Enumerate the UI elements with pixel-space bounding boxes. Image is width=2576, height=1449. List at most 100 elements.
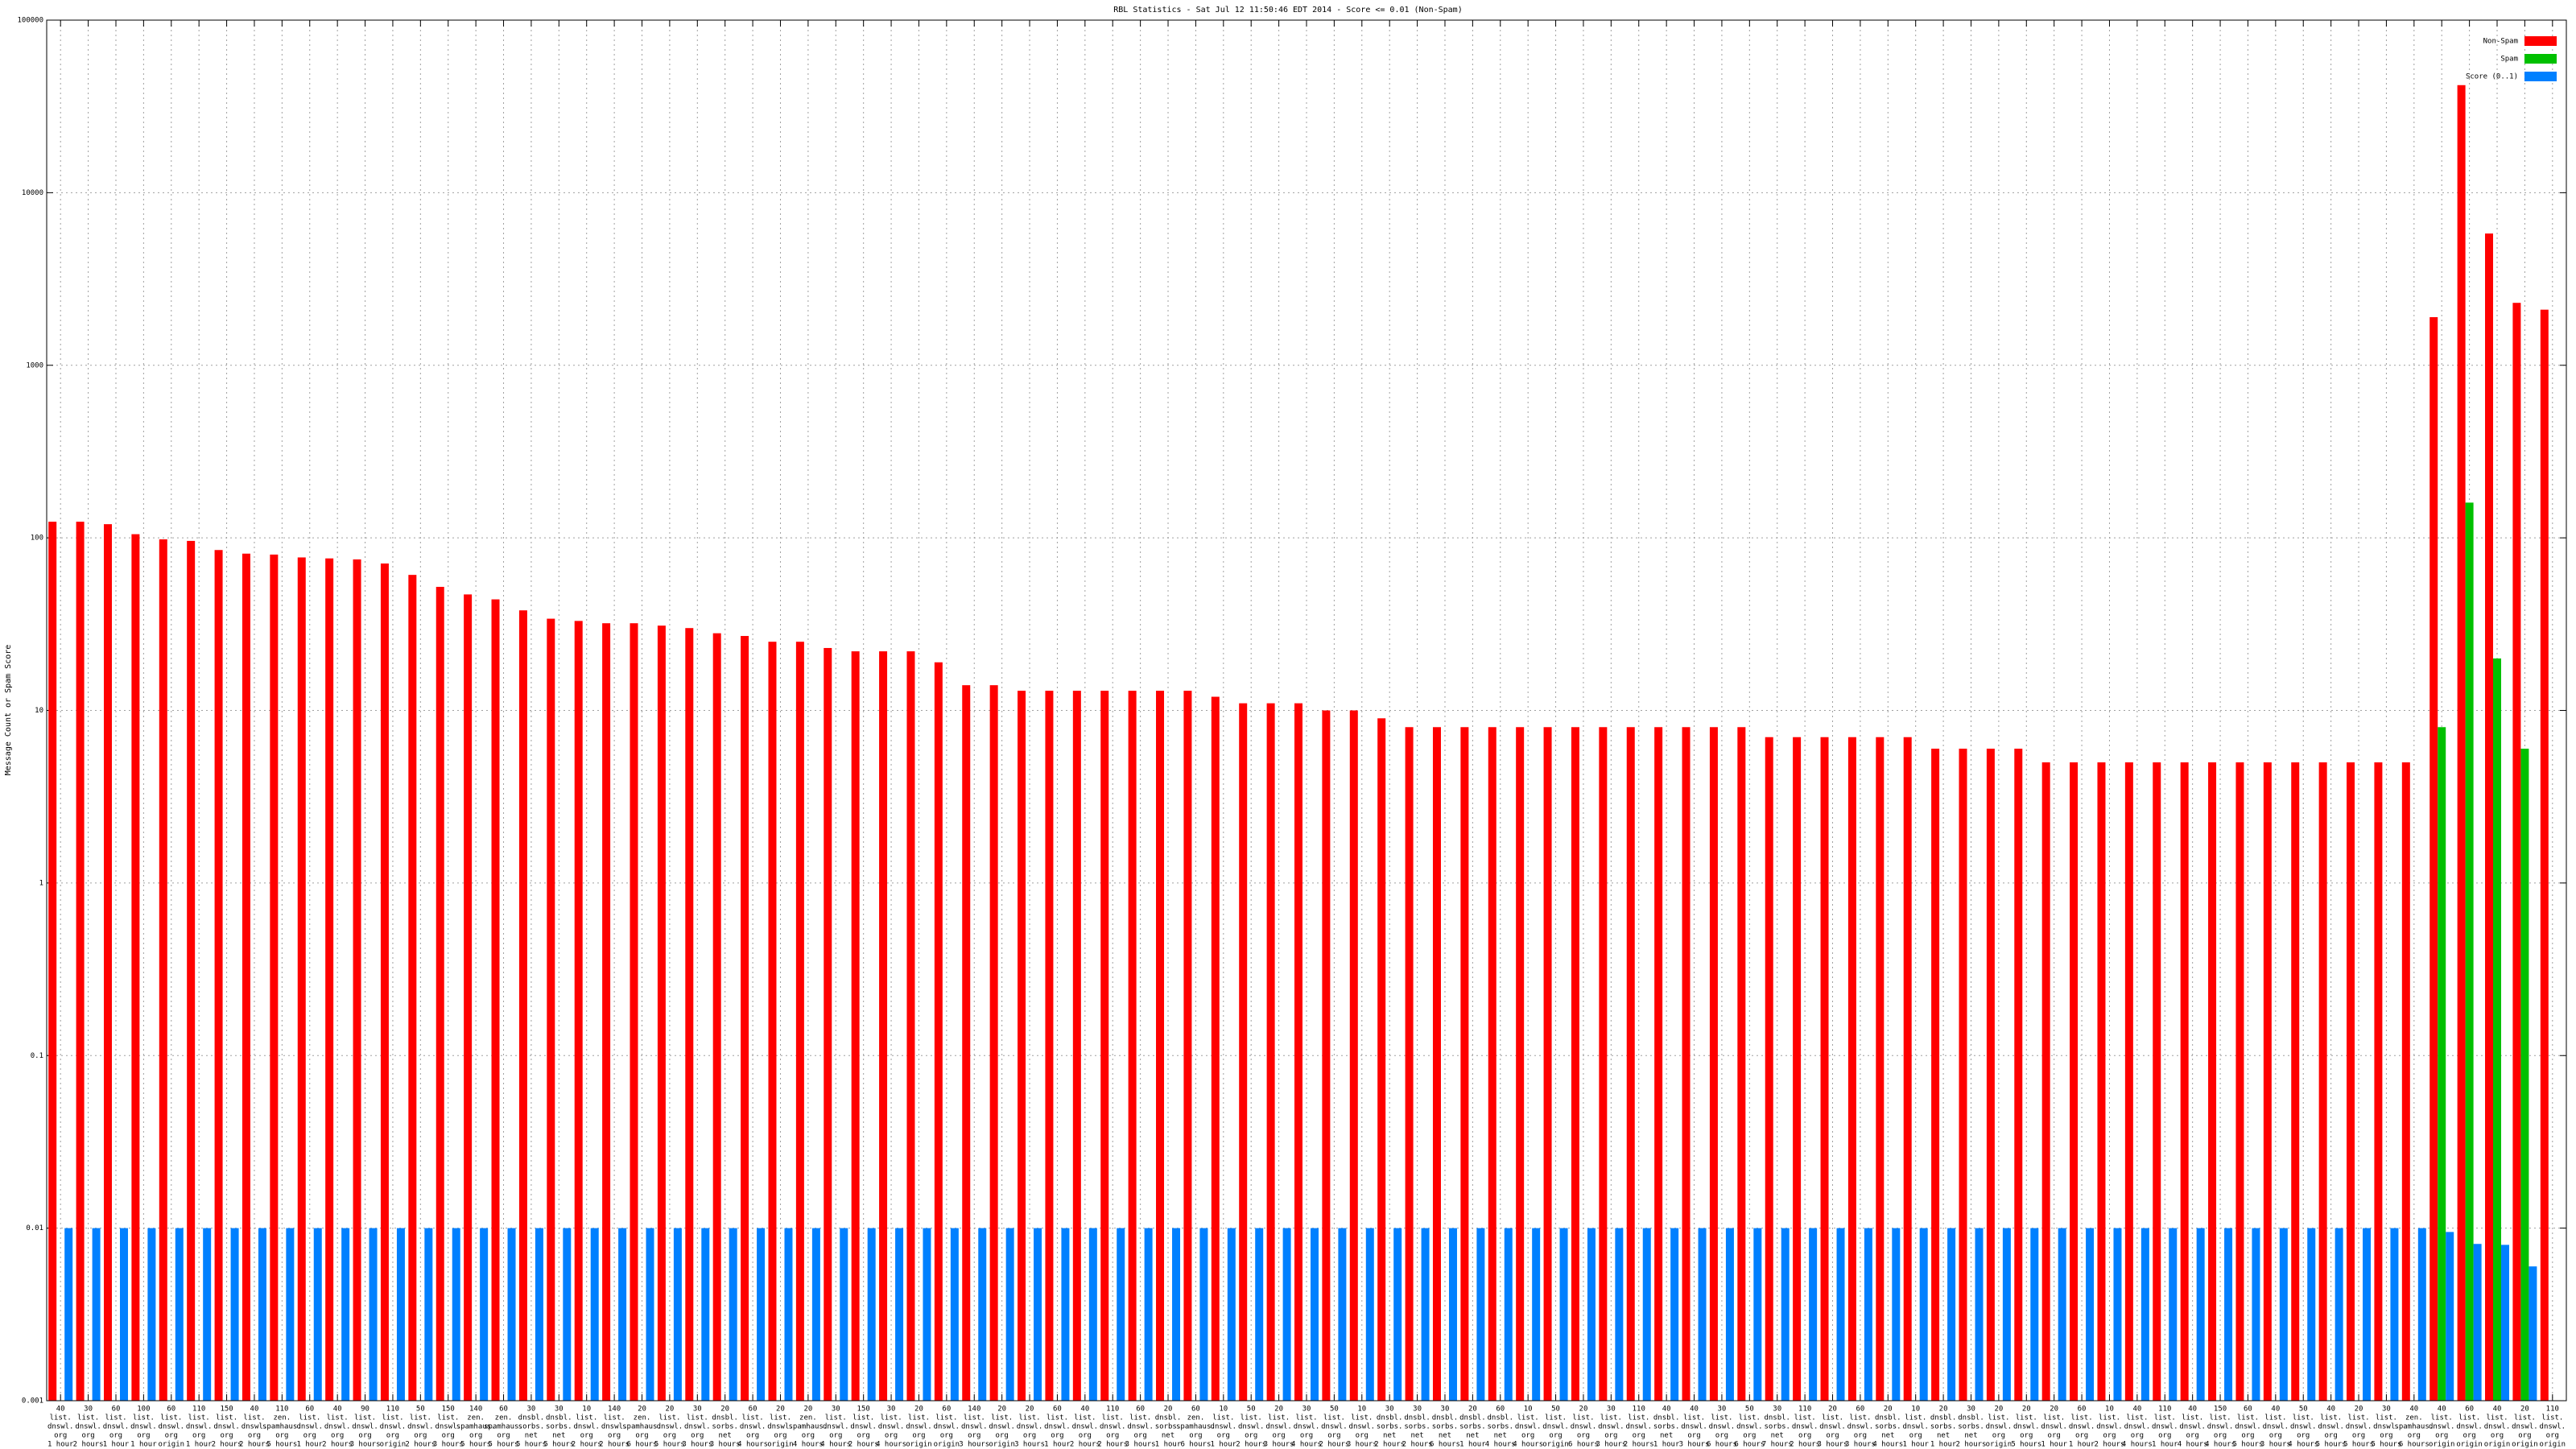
bar (867, 1228, 876, 1401)
x-tick-label: org (1106, 1432, 1119, 1440)
bar (1516, 727, 1525, 1401)
bar (507, 1228, 516, 1401)
x-tick-label: spamhaus. (2394, 1423, 2434, 1431)
bar (574, 621, 583, 1401)
x-tick-label: list. (1129, 1414, 1151, 1422)
x-tick-label: org (2214, 1432, 2227, 1440)
x-tick-label: 2 hours (572, 1441, 602, 1449)
x-tick-label: list. (1517, 1414, 1539, 1422)
x-tick-label: net (1410, 1432, 1423, 1440)
x-tick-label: 6 hours (627, 1441, 658, 1449)
x-tick-label: sorbs. (1764, 1423, 1790, 1431)
bar (2058, 1228, 2066, 1401)
x-tick-label: dnswl. (1515, 1423, 1542, 1431)
legend-swatch (2524, 36, 2557, 46)
x-tick-label: org (2546, 1432, 2559, 1440)
bar (2473, 1244, 2482, 1401)
x-tick-label: 50 (2299, 1406, 2308, 1414)
bar (2113, 1228, 2122, 1401)
x-tick-label: list. (2016, 1414, 2037, 1422)
x-tick-label: 30 (1967, 1406, 1975, 1414)
bar (2097, 762, 2106, 1401)
x-tick-label: 20 (2520, 1406, 2529, 1414)
x-tick-label: org (1992, 1432, 2005, 1440)
bar (369, 1228, 378, 1401)
x-tick-label: list. (382, 1414, 403, 1422)
bar (741, 636, 749, 1401)
x-tick-label: 2 hours (1624, 1441, 1654, 1449)
x-tick-label: 30 (84, 1406, 93, 1414)
x-tick-label: 4 hours (1485, 1441, 1516, 1449)
x-tick-label: 20 (997, 1406, 1006, 1414)
x-tick-label: net (1439, 1432, 1451, 1440)
bar (1322, 710, 1331, 1401)
x-tick-label: 30 (2382, 1406, 2391, 1414)
x-tick-label: spamhaus. (484, 1423, 523, 1431)
bar (1377, 718, 1386, 1401)
x-tick-label: 60 (2465, 1406, 2474, 1414)
x-tick-label: 5 hours (460, 1441, 491, 1449)
bar (2485, 233, 2494, 1402)
x-tick-label: zen. (2405, 1414, 2423, 1422)
bar (712, 633, 721, 1401)
bar (175, 1228, 184, 1401)
x-tick-label: dnswl. (2484, 1423, 2511, 1431)
x-tick-label: 40 (333, 1406, 342, 1414)
x-tick-label: origin (906, 1441, 932, 1449)
x-tick-label: list. (1628, 1414, 1649, 1422)
x-tick-label: 10 (1911, 1406, 1920, 1414)
bar (2030, 1228, 2039, 1401)
x-tick-label: 30 (1385, 1406, 1394, 1414)
bar (851, 651, 860, 1401)
x-tick-label: list. (991, 1414, 1013, 1422)
x-tick-label: 20 (1274, 1406, 1283, 1414)
bar (618, 1228, 627, 1401)
bar (1183, 691, 1192, 1401)
bar (203, 1228, 212, 1401)
x-tick-label: org (940, 1432, 953, 1440)
x-tick-label: origin (1986, 1441, 2013, 1449)
x-tick-label: 20 (1164, 1406, 1173, 1414)
bar (1405, 727, 1414, 1401)
bar (286, 1228, 295, 1401)
x-tick-label: dnsbl. (1432, 1414, 1459, 1422)
x-tick-label: 150 (220, 1406, 233, 1414)
x-tick-label: 50 (1551, 1406, 1560, 1414)
bar (230, 1228, 239, 1401)
x-tick-label: origin (2512, 1441, 2538, 1449)
x-tick-label: 60 (1053, 1406, 1062, 1414)
x-tick-label: sorbs. (546, 1423, 572, 1431)
x-tick-label: 30 (1773, 1406, 1781, 1414)
x-tick-label: 2 hours (599, 1441, 630, 1449)
x-tick-label: 30 (527, 1406, 536, 1414)
bar (1476, 1228, 1485, 1401)
x-tick-label: 140 (469, 1406, 482, 1414)
bar (518, 610, 527, 1401)
x-tick-label: dnsbl. (1377, 1414, 1403, 1422)
x-tick-label: org (303, 1432, 316, 1440)
x-tick-label: list. (658, 1414, 680, 1422)
x-tick-label: 3 hours (433, 1441, 464, 1449)
x-tick-label: 20 (1468, 1406, 1477, 1414)
bar (2390, 1228, 2399, 1401)
x-tick-label: org (2297, 1432, 2310, 1440)
x-tick-label: dnswl. (2179, 1423, 2206, 1431)
x-tick-label: 3 hours (710, 1441, 741, 1449)
bar (757, 1228, 766, 1401)
x-tick-label: 40 (2438, 1406, 2446, 1414)
x-tick-label: list. (354, 1414, 376, 1422)
x-tick-label: dnswl. (684, 1423, 711, 1431)
bar (2086, 1228, 2095, 1401)
x-tick-label: dnswl. (213, 1423, 240, 1431)
x-tick-label: list. (2347, 1414, 2369, 1422)
x-tick-label: net (1383, 1432, 1396, 1440)
bar (1753, 1228, 1762, 1401)
x-tick-label: 20 (2355, 1406, 2363, 1414)
x-tick-label: 20 (776, 1406, 785, 1414)
bar (989, 685, 998, 1401)
x-tick-label: 7 hours (1762, 1441, 1793, 1449)
bar (103, 524, 112, 1401)
bar (1100, 691, 1109, 1401)
x-tick-label: dnswl. (2373, 1423, 2400, 1431)
